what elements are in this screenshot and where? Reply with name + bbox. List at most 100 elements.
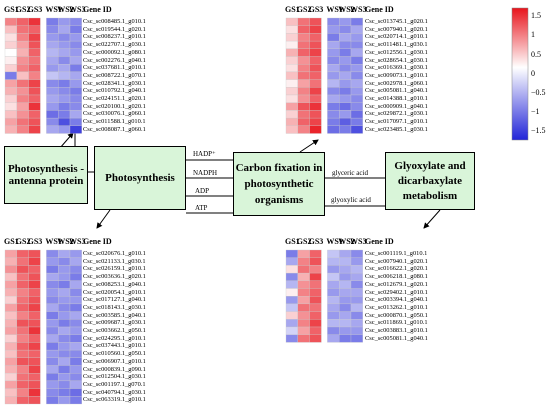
gene-id-label: Csc_sc003394.1_g040.1: [365, 296, 428, 304]
gene-id-label: Csc_sc000909.1_g040.1: [365, 102, 428, 110]
gene-id-label: Csc_sc028341.1_g030.1: [83, 79, 146, 87]
gene-id-label: Csc_sc026159.1_g010.1: [83, 265, 146, 273]
gene-id-label: Csc_sc010560.1_g050.1: [83, 350, 146, 358]
heatmap-cell: [309, 334, 322, 343]
box-photosynthesis-label: Photosynthesis: [105, 172, 175, 184]
column-header: GS1: [4, 5, 19, 14]
gene-id-label: Csc_sc002978.1_g060.1: [365, 79, 428, 87]
column-header: WS3: [350, 237, 367, 246]
gene-id-header: Gene ID: [83, 5, 112, 14]
column-header: GS3: [27, 237, 43, 246]
gene-id-label: Csc_sc007940.1_g020.1: [365, 25, 428, 33]
gene-id-label: Csc_sc008253.1_g040.1: [83, 280, 146, 288]
column-header: GS1: [285, 5, 300, 14]
heatmap-cell: [28, 125, 41, 134]
column-header: WS2: [338, 5, 355, 14]
gene-id-label: Csc_sc012679.1_g020.1: [365, 280, 428, 288]
column-header: GS2: [296, 237, 312, 246]
label-atp: ATP: [195, 204, 208, 212]
arrow-to-carbon-heatmap: [299, 139, 319, 153]
gene-id-label: Csc_sc011869.1_g010.1: [365, 319, 428, 327]
color-scale-bar: [511, 7, 529, 141]
gene-id-label: Csc_sc019544.1_g020.1: [83, 25, 146, 33]
column-header: GS2: [296, 5, 312, 14]
gene-id-label: Csc_sc040794.1_g030.1: [83, 388, 146, 396]
box-photosynthesis: Photosynthesis: [94, 146, 186, 210]
gene-id-label: Csc_sc010792.1_g040.1: [83, 87, 146, 95]
label-glyceric-acid: glyceric acid: [332, 169, 368, 177]
column-header: WS3: [69, 237, 86, 246]
gene-id-label: Csc_sc001119.1_g010.1: [365, 250, 428, 257]
gene-id-label: Csc_sc021133.1_g030.1: [83, 257, 146, 265]
gene-id-label: Csc_sc024295.1_g010.1: [83, 334, 146, 342]
label-adp: ADP: [195, 187, 210, 195]
gene-id-label: Csc_sc063319.1_g010.1: [83, 396, 146, 404]
column-header: GS3: [308, 5, 324, 14]
box-carbon-fixation-label: Carbon fixation in photosynthetic organi…: [235, 162, 323, 206]
column-header: WS1: [45, 5, 62, 14]
gene-id-label: Csc_sc013262.1_g010.1: [365, 303, 428, 311]
gene-id-label: Csc_sc037681.1_g010.1: [83, 64, 146, 72]
gene-id-label: Csc_sc029402.1_g010.1: [365, 288, 428, 296]
box-glyoxylate-label: Glyoxylate and dicarbaxylate metabolism: [394, 159, 466, 202]
gene-id-label: Csc_sc023485.1_g030.1: [365, 125, 428, 133]
gene-id-label: Csc_sc005081.1_g040.1: [365, 334, 428, 342]
gene-id-label: Csc_sc000870.1_g050.1: [365, 311, 428, 319]
gene-id-label: Csc_sc012556.1_g030.1: [365, 48, 428, 56]
box-glyoxylate: Glyoxylate and dicarbaxylate metabolism: [385, 152, 475, 210]
gene-id-label: Csc_sc020054.1_g010.1: [83, 288, 146, 296]
heatmap-cell: [69, 396, 82, 405]
gene-id-label: Csc_sc001197.1_g070.1: [83, 380, 146, 388]
column-header: GS2: [15, 237, 31, 246]
column-header: GS1: [285, 237, 300, 246]
arrow-to-glyoxylate-heatmap: [423, 209, 441, 229]
gene-id-label: Csc_sc007940.1_g020.1: [365, 257, 428, 265]
gene-id-label: Csc_sc003883.1_g010.1: [365, 327, 428, 334]
gene-id-header: Gene ID: [365, 5, 394, 14]
gene-id-label: Csc_sc006907.1_g010.1: [83, 357, 146, 365]
gene-id-label: Csc_sc024151.1_g020.1: [83, 95, 146, 102]
column-header: GS3: [27, 5, 43, 14]
gene-id-label: Csc_sc003662.1_g050.1: [83, 327, 146, 334]
gene-id-label: Csc_sc020676.1_g010.1: [83, 250, 146, 257]
gene-id-label: Csc_sc020100.1_g020.1: [83, 102, 146, 110]
column-header: WS3: [350, 5, 367, 14]
heatmap-cell: [350, 334, 363, 343]
gene-id-label: Csc_sc017127.1_g040.1: [83, 296, 146, 304]
gene-id-label: Csc_sc013745.1_g020.1: [365, 18, 428, 25]
gene-id-label: Csc_sc008087.1_g060.1: [83, 125, 146, 133]
scale-tick-2: 1: [531, 30, 535, 39]
column-header: WS1: [45, 237, 62, 246]
scale-tick-1: 1.5: [531, 11, 541, 20]
label-nadph: NADPH: [193, 169, 218, 177]
gene-id-label: Csc_sc014388.1_g010.1: [365, 95, 428, 102]
gene-id-label: Csc_sc029872.1_g030.1: [365, 110, 428, 118]
gene-id-label: Csc_sc003636.1_g020.1: [83, 273, 146, 281]
scale-tick-3: 0.5: [531, 50, 541, 59]
gene-id-label: Csc_sc030076.1_g060.1: [83, 110, 146, 118]
column-header: WS3: [69, 5, 86, 14]
heatmap-cell: [309, 125, 322, 134]
column-header: GS1: [4, 237, 19, 246]
column-header: GS3: [308, 237, 324, 246]
column-header: WS2: [57, 5, 74, 14]
heatmap-cell: [69, 125, 82, 134]
gene-id-label: Csc_sc011481.1_g030.1: [365, 41, 428, 49]
gene-id-label: Csc_sc012504.1_g030.1: [83, 373, 146, 381]
label-glyoxylic-acid: glyoxylic acid: [331, 196, 371, 204]
heatmap-cell: [350, 125, 363, 134]
arrow-to-antenna-heatmap: [59, 132, 74, 149]
label-hadp: HADP⁺: [193, 150, 216, 158]
gene-id-label: Csc_sc002276.1_g040.1: [83, 56, 146, 64]
gene-id-label: Csc_sc011588.1_g010.1: [83, 118, 146, 126]
gene-id-label: Csc_sc017097.1_g010.1: [365, 118, 428, 126]
heatmap-cell: [28, 396, 41, 405]
gene-id-label: Csc_sc005081.1_g040.1: [365, 87, 428, 95]
gene-id-label: Csc_sc003585.1_g040.1: [83, 311, 146, 319]
gene-id-label: Csc_sc028654.1_g030.1: [365, 56, 428, 64]
gene-id-label: Csc_sc037443.1_g010.1: [83, 342, 146, 350]
box-carbon-fixation: Carbon fixation in photosynthetic organi…: [233, 152, 325, 216]
